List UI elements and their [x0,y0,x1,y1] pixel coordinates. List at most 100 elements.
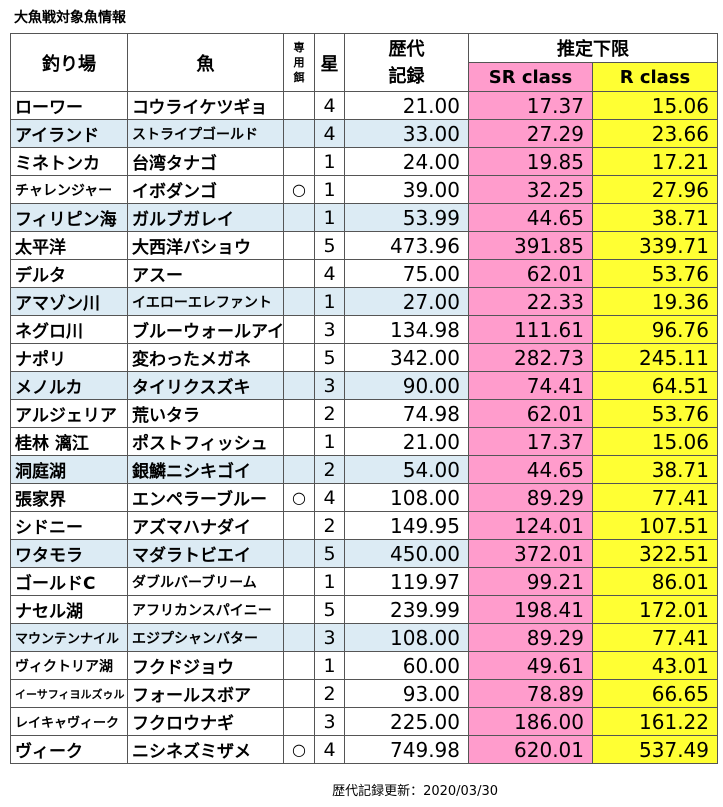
fish-cell: フクロウナギ [127,707,284,736]
star-cell: 5 [314,231,345,260]
bait-cell [283,539,315,568]
spot-cell: 桂林 漓江 [10,427,128,456]
bait-cell [283,455,315,484]
record-cell: 342.00 [344,343,469,372]
spot-cell: イーサフィヨルズゥル [10,679,128,708]
table-row: ローワー コウライケツギョ 4 21.00 17.37 15.06 [10,91,718,120]
star-cell: 5 [314,595,345,624]
fish-cell: アスー [127,259,284,288]
spot-cell: マウンテンナイル [10,623,128,652]
r-class-cell: 38.71 [592,455,718,484]
star-cell: 1 [314,147,345,176]
spot-cell: ヴィクトリア湖 [10,651,128,680]
r-class-cell: 17.21 [592,147,718,176]
star-cell: 1 [314,651,345,680]
sr-class-cell: 89.29 [468,483,593,512]
bait-cell: ○ [283,175,315,204]
spot-cell: アルジェリア [10,399,128,428]
star-cell: 2 [314,455,345,484]
sr-class-cell: 111.61 [468,315,593,344]
spot-cell: ローワー [10,91,128,120]
record-cell: 24.00 [344,147,469,176]
table-row: ナセル湖 アフリカンスパイニー 5 239.99 198.41 172.01 [10,595,718,624]
spot-cell: レイキャヴィーク [10,707,128,736]
table-row: イーサフィヨルズゥル フォールスボア 2 93.00 78.89 66.65 [10,679,718,708]
r-class-cell: 537.49 [592,735,718,764]
spot-cell: ヴィーク [10,735,128,764]
header-bait-char: 用 [293,56,305,69]
spot-cell: デルタ [10,259,128,288]
fish-cell: 大西洋バショウ [127,231,284,260]
bait-cell [283,511,315,540]
star-cell: 1 [314,203,345,232]
spot-cell: ナポリ [10,343,128,372]
bait-cell [283,343,315,372]
fish-cell: フクドジョウ [127,651,284,680]
star-cell: 5 [314,539,345,568]
sr-class-cell: 74.41 [468,371,593,400]
header-bait-char: 専 [293,41,305,54]
header-record-line1: 歴代 [388,38,425,60]
r-class-cell: 107.51 [592,511,718,540]
fish-cell: ガルブガレイ [127,203,284,232]
table-row: レイキャヴィーク フクロウナギ 3 225.00 186.00 161.22 [10,707,718,736]
fish-cell: 変わったメガネ [127,343,284,372]
star-cell: 2 [314,399,345,428]
r-class-cell: 96.76 [592,315,718,344]
fish-cell: イエローエレファント [127,287,284,316]
record-cell: 53.99 [344,203,469,232]
bait-cell [283,707,315,736]
bait-cell [283,595,315,624]
r-class-cell: 38.71 [592,203,718,232]
star-cell: 4 [314,259,345,288]
r-class-cell: 245.11 [592,343,718,372]
sr-class-cell: 620.01 [468,735,593,764]
table-row: ヴィクトリア湖 フクドジョウ 1 60.00 49.61 43.01 [10,651,718,680]
spot-cell: アマゾン川 [10,287,128,316]
bait-cell [283,315,315,344]
record-cell: 450.00 [344,539,469,568]
spot-cell: ワタモラ [10,539,128,568]
record-cell: 473.96 [344,231,469,260]
spot-cell: メノルカ [10,371,128,400]
sr-class-cell: 124.01 [468,511,593,540]
table-row: メノルカ タイリクスズキ 3 90.00 74.41 64.51 [10,371,718,400]
header-spot: 釣り場 [10,33,128,92]
spot-cell: ナセル湖 [10,595,128,624]
table-row: ナポリ 変わったメガネ 5 342.00 282.73 245.11 [10,343,718,372]
record-cell: 93.00 [344,679,469,708]
star-cell: 3 [314,315,345,344]
sr-class-cell: 78.89 [468,679,593,708]
record-cell: 21.00 [344,427,469,456]
table-row: 太平洋 大西洋バショウ 5 473.96 391.85 339.71 [10,231,718,260]
header-fish: 魚 [127,33,284,92]
star-cell: 1 [314,175,345,204]
spot-cell: アイランド [10,119,128,148]
star-cell: 3 [314,707,345,736]
record-cell: 119.97 [344,567,469,596]
fish-cell: ストライプゴールド [127,119,284,148]
record-cell: 225.00 [344,707,469,736]
record-cell: 108.00 [344,483,469,512]
table-row: フィリピン海 ガルブガレイ 1 53.99 44.65 38.71 [10,203,718,232]
bait-cell: ○ [283,483,315,512]
star-cell: 5 [314,343,345,372]
spot-cell: シドニー [10,511,128,540]
spot-cell: ネグロ川 [10,315,128,344]
fish-cell: アズマハナダイ [127,511,284,540]
star-cell: 4 [314,735,345,764]
table-row: 桂林 漓江 ポストフィッシュ 1 21.00 17.37 15.06 [10,427,718,456]
fish-cell: タイリクスズキ [127,371,284,400]
fish-cell: イボダンゴ [127,175,284,204]
bait-cell [283,371,315,400]
star-cell: 3 [314,371,345,400]
r-class-cell: 66.65 [592,679,718,708]
fish-cell: エジプシャンバター [127,623,284,652]
record-cell: 54.00 [344,455,469,484]
record-cell: 149.95 [344,511,469,540]
r-class-cell: 27.96 [592,175,718,204]
bait-cell [283,91,315,120]
bait-cell [283,147,315,176]
fish-cell: フォールスボア [127,679,284,708]
